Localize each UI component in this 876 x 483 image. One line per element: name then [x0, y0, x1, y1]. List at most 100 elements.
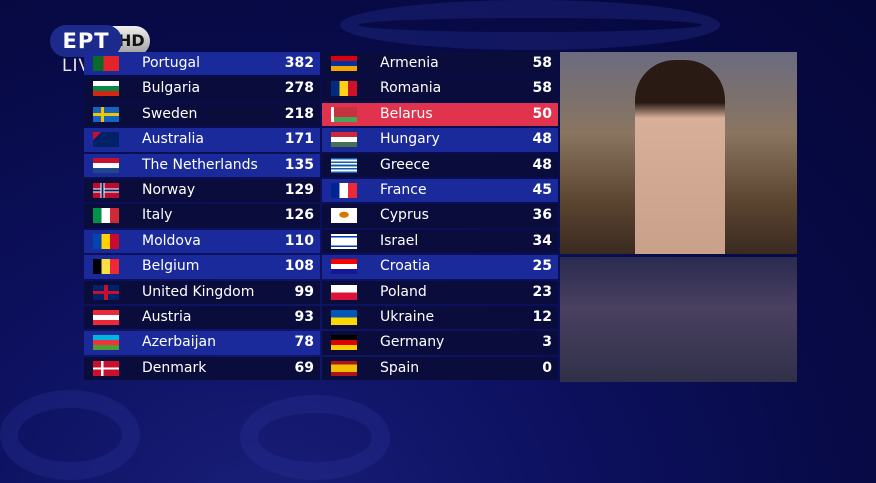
background-swirl	[240, 395, 390, 480]
scoreboard-row: Germany 3	[322, 331, 558, 355]
country-name: Portugal	[142, 55, 200, 71]
flag-icon	[93, 157, 119, 173]
scoreboard-row: Italy 126	[84, 204, 320, 228]
flag-icon	[331, 182, 357, 198]
scoreboard-row: Portugal 382	[84, 52, 320, 76]
scoreboard-row: Poland 23	[322, 280, 558, 304]
flag-icon	[93, 284, 119, 300]
points: 93	[294, 308, 314, 325]
flag-icon	[93, 360, 119, 376]
ert-hd-logo: HD ΕΡΤ	[50, 25, 150, 57]
scoreboard-row: Spain 0	[322, 356, 558, 381]
points: 126	[284, 207, 314, 224]
points: 99	[294, 283, 314, 300]
points: 135	[284, 156, 314, 173]
ert-logo-text: ΕΡΤ	[50, 25, 122, 57]
flag-icon	[93, 106, 119, 122]
points: 69	[294, 359, 314, 376]
points: 36	[532, 207, 552, 224]
scoreboard-row: Austria 93	[84, 305, 320, 330]
points: 110	[284, 232, 314, 249]
scoreboard-row: Greece 48	[322, 153, 558, 177]
country-name: Armenia	[380, 55, 439, 71]
background-swirl	[340, 0, 720, 50]
flag-icon	[93, 132, 119, 148]
scoreboard-row: United Kingdom 99	[84, 280, 320, 304]
scoreboard-row: Moldova 110	[84, 229, 320, 254]
flag-icon	[331, 335, 357, 351]
points: 0	[542, 359, 552, 376]
flag-icon	[331, 157, 357, 173]
country-name: The Netherlands	[142, 156, 258, 173]
country-name: Germany	[380, 334, 445, 351]
country-name: Norway	[142, 181, 196, 198]
flag-icon	[331, 56, 357, 71]
flag-icon	[93, 56, 119, 71]
hd-label: HD	[118, 31, 145, 50]
flag-icon	[331, 309, 357, 325]
scoreboard-row: Romania 58	[322, 77, 558, 101]
points: 108	[284, 258, 314, 275]
points: 218	[284, 105, 314, 122]
points: 58	[532, 80, 552, 97]
scoreboard-row: Bulgaria 278	[84, 77, 320, 101]
points: 382	[284, 55, 314, 71]
scoreboard-row: Belgium 108	[84, 255, 320, 279]
country-name: Hungary	[380, 131, 440, 148]
points: 50	[532, 105, 552, 122]
country-name: Italy	[142, 207, 173, 224]
scoreboard-row: Denmark 69	[84, 356, 320, 381]
points: 129	[284, 181, 314, 198]
country-name: Belgium	[142, 258, 200, 275]
country-name: Greece	[380, 156, 430, 173]
country-name: Australia	[142, 131, 204, 148]
flag-icon	[93, 182, 119, 198]
scoreboard-row: The Netherlands 135	[84, 153, 320, 177]
scoreboard-row: Croatia 25	[322, 255, 558, 279]
flag-icon	[93, 81, 119, 97]
points: 12	[532, 308, 552, 325]
country-name: Israel	[380, 232, 419, 249]
flag-icon	[331, 284, 357, 300]
points: 25	[532, 258, 552, 275]
scoreboard-row: Israel 34	[322, 229, 558, 254]
flag-icon	[331, 132, 357, 148]
scoreboard-row: Norway 129	[84, 178, 320, 203]
flag-icon	[331, 233, 357, 249]
country-name: Bulgaria	[142, 80, 201, 97]
points: 23	[532, 283, 552, 300]
flag-icon	[93, 335, 119, 351]
points: 171	[284, 131, 314, 148]
scoreboard-right-column: Armenia 58 Romania 58 Belarus 50 Hungary…	[322, 52, 558, 382]
country-name: Denmark	[142, 359, 207, 376]
points: 58	[532, 55, 552, 71]
country-name: Cyprus	[380, 207, 429, 224]
country-name: France	[380, 181, 427, 198]
points: 34	[532, 232, 552, 249]
country-name: Romania	[380, 80, 442, 97]
points: 78	[294, 334, 314, 351]
points: 48	[532, 156, 552, 173]
country-name: Poland	[380, 283, 427, 300]
points: 48	[532, 131, 552, 148]
scoreboard-row: Armenia 58	[322, 52, 558, 76]
flag-icon	[331, 360, 357, 376]
country-name: United Kingdom	[142, 283, 255, 300]
points: 278	[284, 80, 314, 97]
country-name: Sweden	[142, 105, 198, 122]
background-swirl	[0, 390, 140, 480]
flag-icon	[331, 208, 357, 224]
country-name: Austria	[142, 308, 192, 325]
points: 45	[532, 181, 552, 198]
flag-icon	[331, 259, 357, 275]
country-name: Belarus	[380, 105, 433, 122]
country-name: Croatia	[380, 258, 431, 275]
scoreboard-row: Australia 171	[84, 128, 320, 152]
flag-icon	[93, 259, 119, 275]
green-room-video	[560, 257, 797, 382]
country-name: Spain	[380, 359, 420, 376]
scoreboard-left-column: Portugal 382 Bulgaria 278 Sweden 218 Aus…	[84, 52, 320, 382]
flag-icon	[331, 81, 357, 97]
flag-icon	[93, 208, 119, 224]
scoreboard-row: Cyprus 36	[322, 204, 558, 228]
